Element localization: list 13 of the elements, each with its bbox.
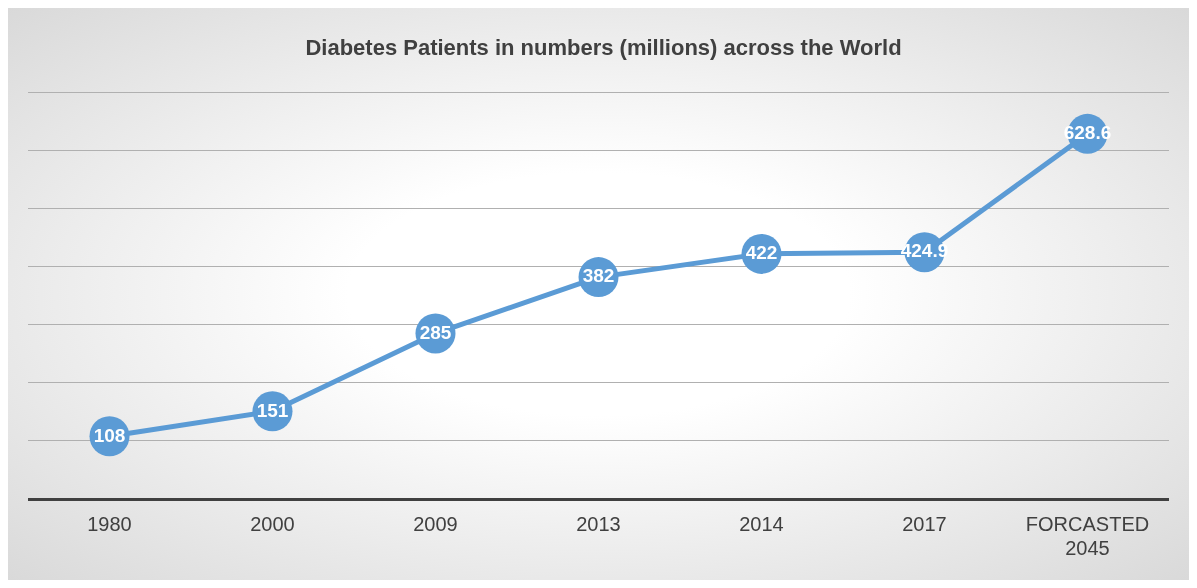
data-label: 108 [93, 424, 126, 446]
x-tick-label: 2014 [739, 512, 784, 535]
data-label: 151 [256, 399, 289, 421]
x-tick-label: 1980 [87, 512, 132, 535]
x-tick-label: 2000 [250, 512, 295, 535]
x-tick-label: 2017 [902, 512, 947, 535]
data-label: 285 [419, 321, 452, 343]
x-tick-label: FORCASTED 2045 [1025, 512, 1150, 559]
x-tick-label: 2013 [576, 512, 621, 535]
chart-title: Diabetes Patients in numbers (millions) across the World [305, 35, 902, 61]
x-tick-label: 2009 [413, 512, 458, 535]
data-label: 382 [582, 265, 615, 287]
data-label: 422 [745, 242, 778, 264]
